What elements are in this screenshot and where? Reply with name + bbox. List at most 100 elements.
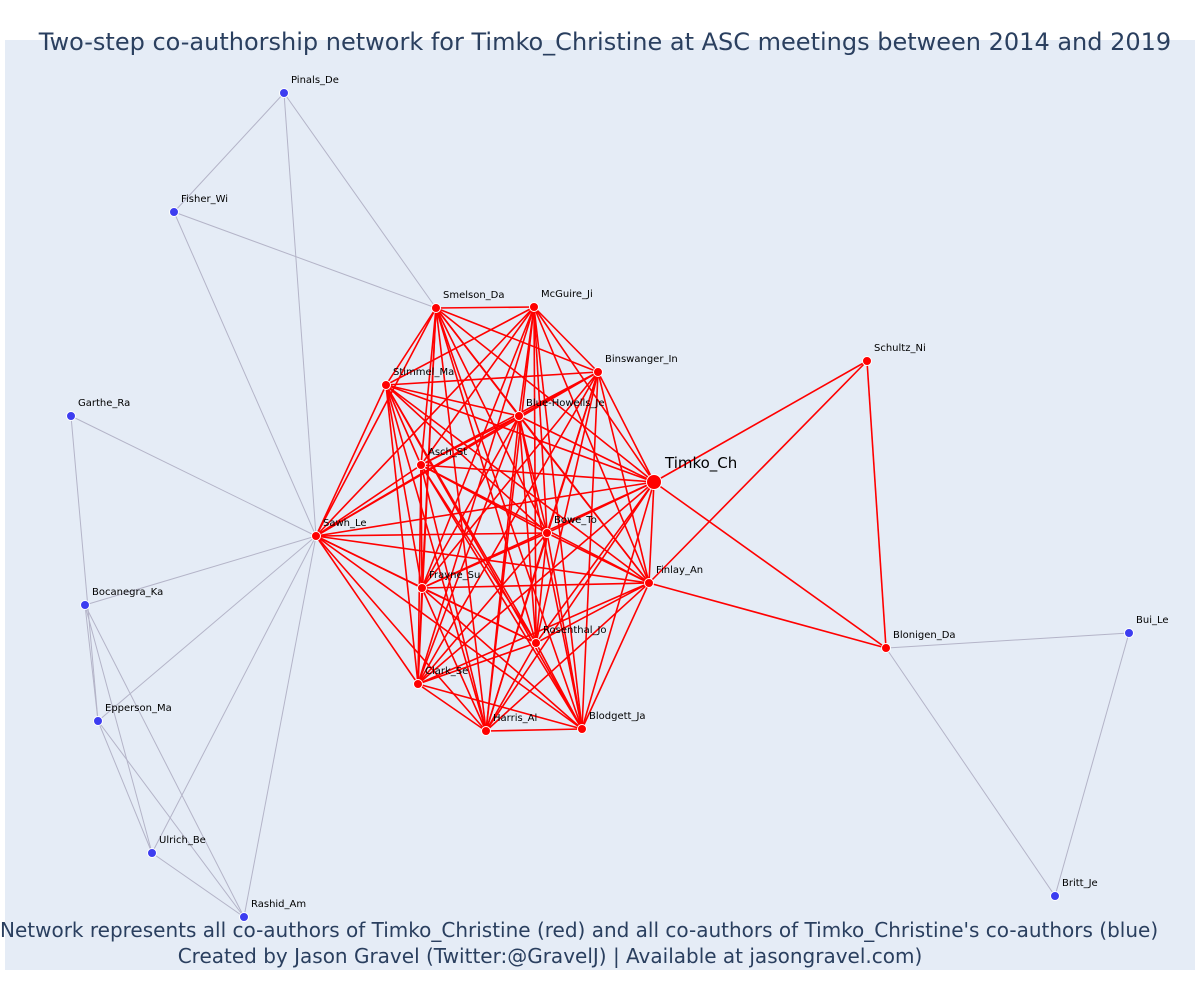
label-rashid-am: Rashid_Am <box>251 899 306 910</box>
edge-finlay-an-blonigen-da <box>648 582 887 649</box>
node-bui-le[interactable] <box>1124 628 1134 638</box>
edge-smelson-da-stimmel-ma <box>385 307 437 386</box>
edge-timko-ch-sawh-le <box>315 481 655 537</box>
edge-timko-ch-schultz-ni <box>653 360 868 483</box>
edge-finlay-an-schultz-ni <box>648 360 868 584</box>
node-fisher-wi[interactable] <box>169 207 179 217</box>
label-frayne-su: Frayne_Su <box>429 570 480 581</box>
node-stimmel-ma[interactable] <box>381 380 391 390</box>
edge-blue-howells-je-frayne-su <box>421 415 520 589</box>
label-stimmel-ma: Stimmel_Ma <box>393 367 454 378</box>
node-rosenthal-jo[interactable] <box>531 638 541 648</box>
edge-epperson-ma-ulrich-be <box>97 720 153 854</box>
label-clark-se: Clark_Se <box>425 666 468 677</box>
edge-rosenthal-jo-harris-al <box>485 642 537 732</box>
edge-frayne-su-blodgett-ja <box>421 587 583 730</box>
edge-clark-se-blodgett-ja <box>417 683 583 730</box>
edge-blue-howells-je-harris-al <box>485 415 520 732</box>
edge-rosenthal-jo-clark-se <box>417 642 537 685</box>
edge-frayne-su-clark-se <box>417 587 423 685</box>
node-timko-ch[interactable] <box>646 474 662 490</box>
edge-blue-howells-je-rosenthal-jo <box>518 415 537 644</box>
edge-mcguire-ji-asch-st <box>420 306 535 466</box>
edge-epperson-ma-sawh-le <box>97 535 317 722</box>
caption-line-1: Network represents all co-authors of Tim… <box>0 918 1159 942</box>
node-asch-st[interactable] <box>416 460 426 470</box>
edge-mcguire-ji-binswanger-in <box>533 306 599 373</box>
edge-pinals-de-smelson-da <box>283 92 437 309</box>
node-binswanger-in[interactable] <box>593 367 603 377</box>
nodes[interactable] <box>66 88 1134 922</box>
label-britt-je: Britt_Je <box>1062 878 1098 889</box>
node-sawh-le[interactable] <box>311 531 321 541</box>
label-garthe-ra: Garthe_Ra <box>78 398 130 409</box>
label-timko-ch: Timko_Ch <box>664 454 737 473</box>
node-blonigen-da[interactable] <box>881 643 891 653</box>
node-pinals-de[interactable] <box>279 88 289 98</box>
edge-timko-ch-blonigen-da <box>653 481 887 649</box>
edge-bowe-to-finlay-an <box>546 532 650 584</box>
label-bui-le: Bui_Le <box>1136 615 1169 626</box>
node-garthe-ra[interactable] <box>66 411 76 421</box>
node-frayne-su[interactable] <box>417 583 427 593</box>
edge-sawh-le-bowe-to <box>315 532 548 537</box>
edge-stimmel-ma-harris-al <box>385 384 487 732</box>
node-smelson-da[interactable] <box>431 303 441 313</box>
edge-stimmel-ma-finlay-an <box>385 384 650 584</box>
label-rosenthal-jo: Rosenthal_Jo <box>543 625 607 636</box>
node-blue-howells-je[interactable] <box>514 411 524 421</box>
label-smelson-da: Smelson_Da <box>443 290 505 301</box>
chart-title: Two-step co-authorship network for Timko… <box>38 28 1172 56</box>
node-bowe-to[interactable] <box>542 528 552 538</box>
edge-fisher-wi-sawh-le <box>173 211 317 537</box>
edge-sawh-le-clark-se <box>315 535 419 685</box>
edge-smelson-da-binswanger-in <box>435 307 599 373</box>
node-labels: Timko_Ch Smelson_Da McGuire_Ji Binswanger_I… <box>78 75 1169 910</box>
label-blue-howells-je: Blue-Howells_Je <box>526 398 605 409</box>
node-blodgett-ja[interactable] <box>577 724 587 734</box>
node-rashid-am[interactable] <box>239 912 249 922</box>
node-britt-je[interactable] <box>1050 891 1060 901</box>
edge-mcguire-ji-blodgett-ja <box>533 306 583 730</box>
caption-line-2: Created by Jason Gravel (Twitter:@Gravel… <box>177 944 923 968</box>
node-schultz-ni[interactable] <box>862 356 872 366</box>
edge-stimmel-ma-blue-howells-je <box>385 384 520 417</box>
label-mcguire-ji: McGuire_Ji <box>541 289 593 300</box>
edge-stimmel-ma-blodgett-ja <box>385 384 583 730</box>
node-clark-se[interactable] <box>413 679 423 689</box>
node-finlay-an[interactable] <box>644 578 654 588</box>
node-ulrich-be[interactable] <box>147 848 157 858</box>
edge-blue-howells-je-finlay-an <box>518 415 650 584</box>
edge-finlay-an-rosenthal-jo <box>535 582 650 644</box>
edge-fisher-wi-smelson-da <box>173 211 437 309</box>
node-harris-al[interactable] <box>481 726 491 736</box>
node-mcguire-ji[interactable] <box>529 302 539 312</box>
edge-frayne-su-rosenthal-jo <box>421 587 537 644</box>
edge-schultz-ni-blonigen-da <box>866 360 887 649</box>
first-degree-edges <box>315 306 887 732</box>
edge-binswanger-in-rosenthal-jo <box>535 371 599 644</box>
label-binswanger-in: Binswanger_In <box>605 354 678 365</box>
label-schultz-ni: Schultz_Ni <box>874 343 926 354</box>
edge-garthe-ra-sawh-le <box>70 415 317 537</box>
edge-binswanger-in-finlay-an <box>597 371 650 584</box>
edge-blonigen-da-bui-le <box>885 632 1130 649</box>
label-ulrich-be: Ulrich_Be <box>159 835 206 846</box>
edge-bocanegra-ka-rashid-am <box>84 604 245 918</box>
edge-timko-ch-rosenthal-jo <box>535 481 655 644</box>
edge-stimmel-ma-bowe-to <box>385 384 548 534</box>
edge-timko-ch-blue-howells-je <box>518 415 655 483</box>
label-asch-st: Asch_St <box>428 447 467 458</box>
node-bocanegra-ka[interactable] <box>80 600 90 610</box>
label-bocanegra-ka: Bocanegra_Ka <box>92 587 163 598</box>
edge-mcguire-ji-rosenthal-jo <box>533 306 537 644</box>
label-blodgett-ja: Blodgett_Ja <box>589 711 646 722</box>
edge-bocanegra-ka-sawh-le <box>84 535 317 606</box>
edge-rosenthal-jo-blodgett-ja <box>535 642 583 730</box>
edge-smelson-da-bowe-to <box>435 307 548 534</box>
edge-blue-howells-je-blodgett-ja <box>518 415 583 730</box>
node-epperson-ma[interactable] <box>93 716 103 726</box>
edge-stimmel-ma-asch-st <box>385 384 422 466</box>
edge-finlay-an-blodgett-ja <box>581 582 650 730</box>
